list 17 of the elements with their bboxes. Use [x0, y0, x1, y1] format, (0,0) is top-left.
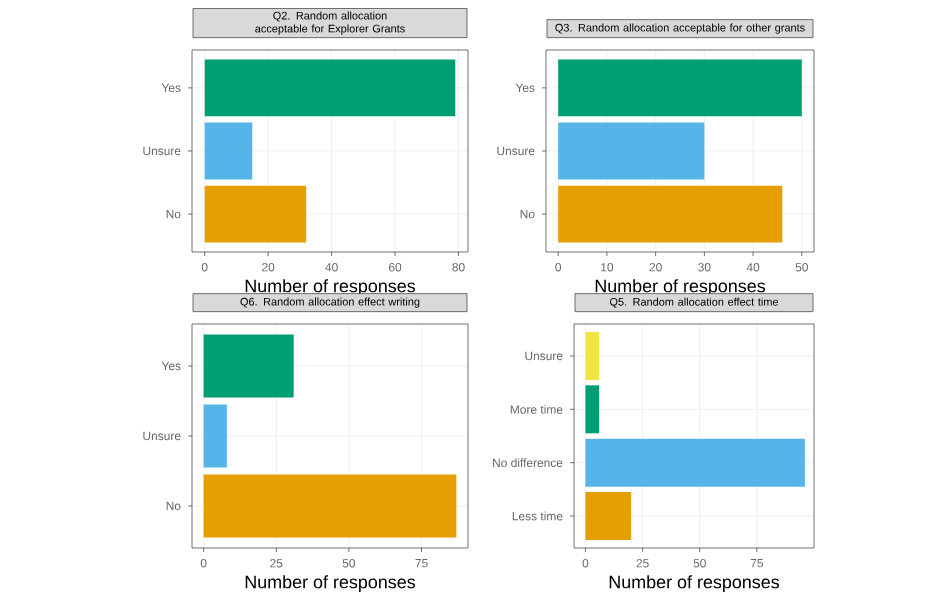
bar [585, 491, 632, 540]
bar [558, 122, 705, 180]
bar [204, 122, 253, 180]
x-axis-title: Number of responses [245, 278, 416, 296]
bar [203, 334, 294, 398]
bar [558, 185, 783, 243]
bar [203, 474, 457, 538]
bar [204, 185, 307, 243]
bar [585, 438, 805, 487]
x-axis-title: Number of responses [245, 574, 416, 592]
x-axis-title: Number of responses [595, 278, 766, 296]
bar [585, 385, 600, 434]
bar [203, 404, 227, 468]
bar [204, 59, 456, 117]
bar [558, 59, 802, 117]
x-axis-title: Number of responses [609, 574, 780, 592]
bar [585, 331, 600, 380]
